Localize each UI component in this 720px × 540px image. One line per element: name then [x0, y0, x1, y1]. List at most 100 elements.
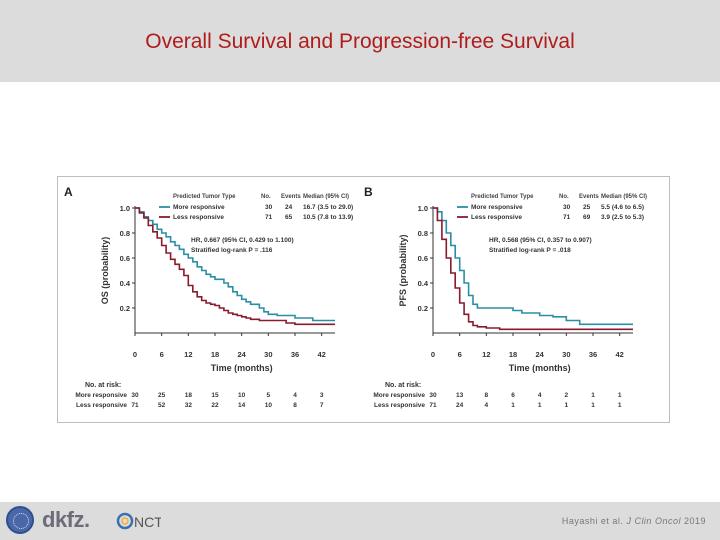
- panel-a-at-risk-value: 5: [267, 392, 271, 399]
- dkfz-seal-logo: [6, 506, 34, 534]
- footer-band: dkfz. NCT Hayashi et al. J Clin Oncol 20…: [0, 502, 720, 540]
- panel-a-y-tick-label: 0.2: [120, 304, 130, 313]
- panel-b-at-risk-value: 4: [538, 392, 542, 399]
- panel-b-at-risk-label: More responsive: [373, 392, 425, 399]
- panel-a-y-tick-label: 0.4: [120, 279, 131, 288]
- panel-b-legend-median: 5.5 (4.6 to 6.5): [601, 204, 644, 211]
- panel-b-y-tick-label: 0.8: [418, 229, 428, 238]
- panel-a-at-risk-value: 15: [211, 392, 219, 399]
- panel-a-at-risk-value: 14: [238, 402, 246, 409]
- panel-b-at-risk-value: 1: [618, 402, 622, 409]
- panel-a-legend-no: 71: [265, 214, 273, 221]
- panel-b-annotation: Stratified log-rank P = .018: [489, 247, 571, 254]
- citation-year: 2019: [683, 516, 706, 526]
- citation: Hayashi et al. J Clin Oncol 2019: [562, 516, 706, 526]
- panel-a-legend-no: 30: [265, 204, 273, 211]
- panel-b-x-axis-label: Time (months): [509, 363, 571, 373]
- panel-a-y-tick-label: 1.0: [120, 204, 130, 213]
- panel-b-at-risk-value: 1: [511, 402, 515, 409]
- panel-a-legend-header: Median (95% CI): [303, 194, 349, 200]
- panel-a-annotation: HR, 0.667 (95% CI, 0.429 to 1.100): [191, 237, 294, 244]
- panel-a-legend-name: Less responsive: [173, 214, 224, 221]
- panel-b-y-tick-label: 0.4: [418, 279, 429, 288]
- panel-b-at-risk-value: 2: [565, 392, 569, 399]
- km-figure: A 0.2 0.4 0.6 0.8 1.0 0 6 12 18 24 30 36 42 Time (mont…: [57, 176, 670, 423]
- panel-a-curve-more-responsive: [135, 207, 335, 322]
- panel-a-x-tick-label: 36: [291, 350, 299, 359]
- panel-b-legend-header: Predicted Tumor Type: [471, 194, 534, 200]
- panel-b-at-risk-value: 1: [591, 402, 595, 409]
- panel-b-legend-name: More responsive: [471, 204, 523, 211]
- panel-a-curve-less-responsive: [135, 207, 335, 326]
- panel-b-at-risk-value: 24: [456, 402, 464, 409]
- panel-b-at-risk-label: Less responsive: [374, 402, 425, 409]
- dkfz-logo: dkfz.: [42, 507, 90, 532]
- panel-a-at-risk-value: 52: [158, 402, 166, 409]
- panel-a-legend-median: 16.7 (3.5 to 29.0): [303, 204, 353, 211]
- panel-a-y-axis-label: OS (probability): [100, 237, 110, 305]
- panel-a-annotation: Stratified log-rank P = .116: [191, 247, 273, 254]
- panel-b-x-tick-label: 12: [482, 350, 490, 359]
- panel-a-at-risk-value: 25: [158, 392, 166, 399]
- panel-b-legend-name: Less responsive: [471, 214, 522, 221]
- panel-b-at-risk-value: 1: [591, 392, 595, 399]
- panel-a-x-tick-label: 18: [211, 350, 219, 359]
- panel-a-at-risk-value: 18: [185, 392, 193, 399]
- panel-b-legend-events: 25: [583, 204, 591, 211]
- panel-b-x-tick-label: 6: [458, 350, 462, 359]
- nct-logo: NCT: [116, 512, 161, 530]
- panel-a-x-axis-label: Time (months): [211, 363, 273, 373]
- citation-journal: J Clin Oncol: [626, 516, 681, 526]
- panel-b-legend-no: 30: [563, 204, 571, 211]
- nct-logo-text: NCT: [134, 514, 161, 530]
- panel-a-at-risk-label: More responsive: [75, 392, 127, 399]
- panel-b-x-tick-label: 18: [509, 350, 517, 359]
- panel-b-legend-median: 3.9 (2.5 to 5.3): [601, 214, 644, 221]
- panel-a-at-risk-value: 7: [320, 402, 324, 409]
- panel-b-y-axis-label: PFS (probability): [398, 234, 408, 306]
- panel-a-legend-median: 10.5 (7.8 to 13.9): [303, 214, 353, 221]
- panel-a-legend-header: Predicted Tumor Type: [173, 194, 236, 200]
- panel-b-at-risk-value: 13: [456, 392, 464, 399]
- panel-a-at-risk-value: 32: [185, 402, 193, 409]
- panel-a-y-tick-label: 0.8: [120, 229, 130, 238]
- panel-b-legend-header: Median (95% CI): [601, 194, 647, 200]
- panel-b-x-tick-label: 42: [615, 350, 623, 359]
- panel-a-at-risk-value: 10: [265, 402, 273, 409]
- panel-b-at-risk-title: No. at risk:: [385, 382, 421, 389]
- citation-authors: Hayashi et al.: [561, 516, 624, 526]
- panel-b-y-tick-label: 0.6: [418, 254, 428, 263]
- panel-a-x-tick-label: 0: [133, 350, 137, 359]
- panel-a-x-tick-label: 12: [184, 350, 192, 359]
- panel-a-x-tick-label: 42: [317, 350, 325, 359]
- panel-b-at-risk-value: 1: [618, 392, 622, 399]
- panel-a-legend-header: No.: [261, 194, 271, 200]
- panel-a-y-tick-label: 0.6: [120, 254, 130, 263]
- panel-a-at-risk-value: 71: [131, 402, 139, 409]
- panel-a-at-risk-value: 30: [131, 392, 139, 399]
- panel-b-legend-header: Events: [579, 194, 599, 200]
- panel-b-at-risk-value: 6: [511, 392, 515, 399]
- panel-b-x-tick-label: 30: [562, 350, 570, 359]
- panel-a-at-risk-value: 3: [320, 392, 324, 399]
- panel-b-legend-no: 71: [563, 214, 571, 221]
- panel-a-at-risk-value: 22: [211, 402, 219, 409]
- panel-a-at-risk-value: 4: [293, 392, 297, 399]
- panel-b-y-tick-label: 1.0: [418, 204, 428, 213]
- panel-b-at-risk-value: 4: [485, 402, 489, 409]
- panel-b-x-tick-label: 24: [535, 350, 544, 359]
- panel-b-at-risk-value: 8: [485, 392, 489, 399]
- panel-b-curve-less-responsive: [433, 207, 633, 331]
- panel-a-legend-events: 65: [285, 214, 293, 221]
- panel-b-annotation: HR, 0.568 (95% CI, 0.357 to 0.907): [489, 237, 592, 244]
- panel-a-legend-events: 24: [285, 204, 293, 211]
- panel-a-legend-header: Events: [281, 194, 301, 200]
- panel-b-at-risk-value: 1: [565, 402, 569, 409]
- panel-a-x-tick-label: 30: [264, 350, 272, 359]
- panel-b-at-risk-value: 1: [538, 402, 542, 409]
- panel-b-x-tick-label: 0: [431, 350, 435, 359]
- panel-b-label: B: [364, 185, 373, 199]
- panel-a-x-tick-label: 6: [160, 350, 164, 359]
- slide-title: Overall Survival and Progression-free Su…: [145, 30, 575, 53]
